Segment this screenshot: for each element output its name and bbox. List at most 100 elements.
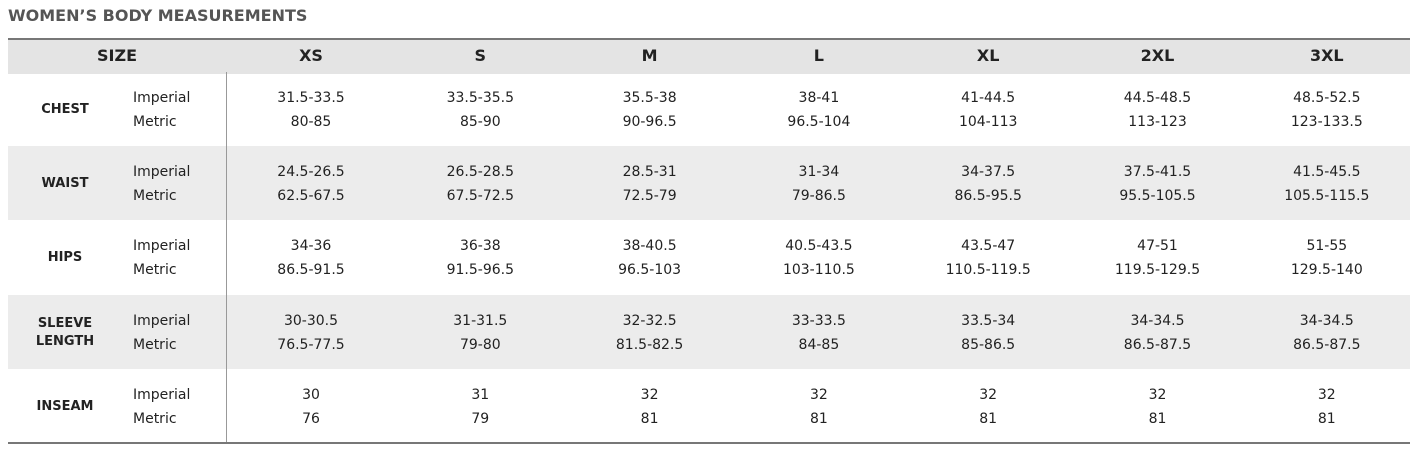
cell-value: 84-85 (798, 336, 840, 353)
cell-value: 30-30.5 (283, 312, 339, 329)
column-header: XS (299, 46, 323, 65)
unit-label: Imperial (133, 90, 191, 106)
cell-value: 30 (302, 386, 320, 403)
cell-value: 96.5-104 (787, 114, 851, 130)
cell-value: 38-40.5 (622, 238, 677, 255)
cell-value: 33.5-34 (961, 312, 1016, 329)
cell-value: 32 (1148, 386, 1167, 403)
cell-value: 79-80 (459, 336, 501, 353)
row-label: WAIST (41, 176, 89, 192)
column-header: L (813, 46, 824, 65)
cell-value: 103-110.5 (782, 262, 855, 279)
header-band (8, 38, 1410, 74)
cell-value: 31 (471, 386, 490, 403)
cell-value: 110.5-119.5 (945, 262, 1031, 279)
bottom-rule (8, 442, 1410, 444)
unit-label: Metric (133, 336, 177, 353)
row-label: SLEEVE LENGTH (35, 315, 95, 349)
column-header: S (474, 46, 487, 65)
cell-value: 31-34 (798, 164, 840, 181)
divider (226, 72, 227, 442)
cell-value: 95.5-105.5 (1119, 188, 1196, 205)
cell-value: 105.5-115.5 (1284, 188, 1370, 205)
cell-value: 86.5-87.5 (1293, 336, 1361, 353)
row-band (8, 294, 1410, 369)
cell-value: 123-133.5 (1290, 114, 1363, 130)
cell-value: 34-36 (290, 238, 332, 255)
cell-value: 62.5-67.5 (277, 188, 345, 205)
cell-value: 31-31.5 (453, 312, 508, 329)
cell-value: 48.5-52.5 (1293, 90, 1361, 106)
cell-value: 31.5-33.5 (277, 90, 345, 106)
cell-value: 32-32.5 (622, 312, 677, 329)
unit-label: Metric (133, 410, 177, 427)
cell-value: 67.5-72.5 (446, 188, 514, 205)
cell-value: 81 (809, 410, 828, 427)
cell-value: 81 (1317, 410, 1336, 427)
cell-value: 104-113 (958, 114, 1018, 130)
cell-value: 79 (471, 410, 490, 427)
column-header: 2XL (1140, 46, 1175, 65)
cell-value: 51-55 (1306, 238, 1348, 255)
cell-value: 33.5-35.5 (446, 90, 514, 106)
cell-value: 96.5-103 (618, 262, 682, 279)
cell-value: 79-86.5 (791, 188, 846, 205)
cell-value: 32 (640, 386, 659, 403)
unit-label: Imperial (133, 312, 191, 329)
cell-value: 34-34.5 (1130, 312, 1185, 329)
cell-value: 33-33.5 (791, 312, 846, 329)
cell-value: 32 (1317, 386, 1336, 403)
cell-value: 81 (1148, 410, 1167, 427)
cell-value: 37.5-41.5 (1123, 164, 1192, 181)
row-label: HIPS (47, 250, 83, 266)
unit-label: Metric (133, 262, 177, 279)
cell-value: 81 (640, 410, 659, 427)
cell-value: 76 (302, 410, 320, 427)
unit-label: Imperial (133, 238, 191, 255)
column-header: M (641, 46, 658, 65)
cell-value: 44.5-48.5 (1123, 90, 1192, 106)
cell-value: 34-37.5 (961, 164, 1016, 181)
cell-value: 41-44.5 (961, 90, 1016, 106)
cell-value: 24.5-26.5 (277, 164, 345, 181)
cell-value: 26.5-28.5 (446, 164, 514, 181)
cell-value: 91.5-96.5 (446, 262, 514, 279)
unit-label: Imperial (133, 386, 191, 403)
cell-value: 119.5-129.5 (1114, 262, 1201, 279)
cell-value: 35.5-38 (622, 90, 677, 106)
cell-value: 47-51 (1137, 238, 1178, 255)
cell-value: 85-86.5 (961, 336, 1016, 353)
cell-value: 34-34.5 (1299, 312, 1354, 329)
unit-label: Metric (133, 114, 177, 130)
cell-value: 43.5-47 (961, 238, 1016, 255)
unit-label: Imperial (133, 164, 191, 181)
cell-value: 86.5-95.5 (954, 188, 1022, 205)
column-header: SIZE (96, 46, 138, 65)
cell-value: 32 (809, 386, 828, 403)
cell-value: 32 (979, 386, 998, 403)
page-title: WOMEN’S BODY MEASUREMENTS (8, 6, 308, 25)
cell-value: 41.5-45.5 (1293, 164, 1361, 181)
cell-value: 36-38 (459, 238, 501, 255)
cell-value: 28.5-31 (622, 164, 677, 181)
cell-value: 113-123 (1128, 114, 1187, 130)
cell-value: 40.5-43.5 (785, 238, 853, 255)
cell-value: 81.5-82.5 (615, 336, 684, 353)
cell-value: 86.5-91.5 (277, 262, 345, 279)
cell-value: 72.5-79 (622, 188, 677, 205)
column-header: XL (976, 46, 1000, 65)
cell-value: 86.5-87.5 (1123, 336, 1192, 353)
cell-value: 81 (979, 410, 998, 427)
cell-value: 129.5-140 (1290, 262, 1363, 279)
column-header: 3XL (1309, 46, 1344, 65)
row-label: INSEAM (36, 398, 94, 414)
cell-value: 38-41 (798, 90, 840, 106)
row-band (8, 146, 1410, 221)
cell-value: 76.5-77.5 (277, 336, 345, 353)
row-label: CHEST (41, 102, 89, 117)
cell-value: 85-90 (459, 114, 501, 130)
cell-value: 80-85 (290, 114, 332, 130)
cell-value: 90-96.5 (622, 114, 677, 130)
unit-label: Metric (133, 188, 177, 205)
